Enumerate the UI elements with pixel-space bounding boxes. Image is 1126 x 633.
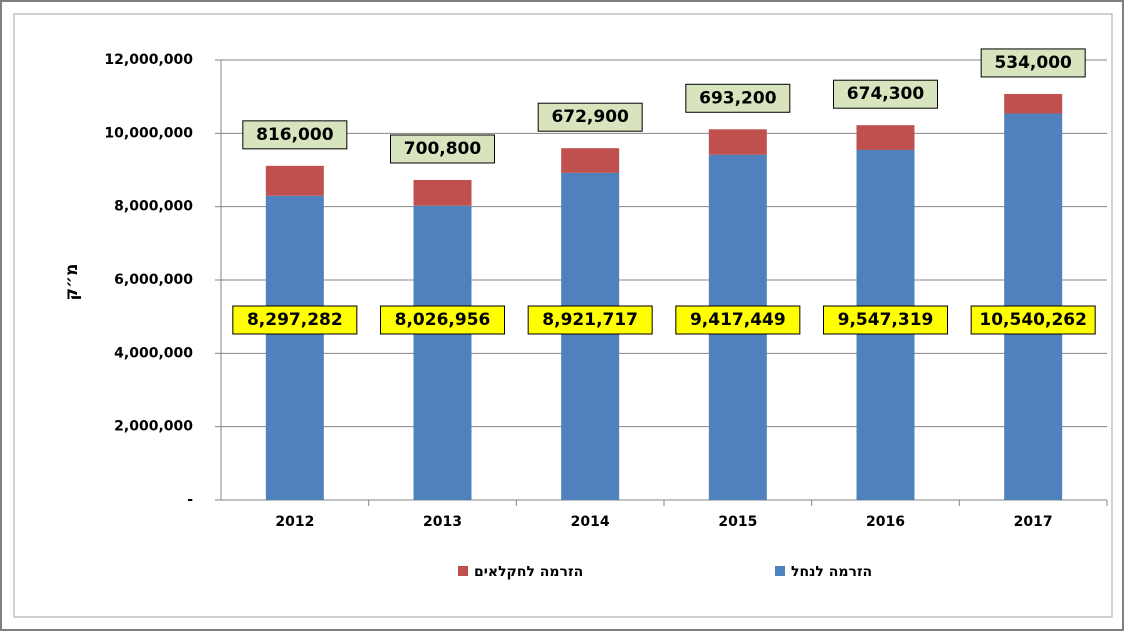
- data-label: 8,921,717: [542, 310, 638, 330]
- label-box: [527, 305, 653, 335]
- label-box: [980, 48, 1086, 78]
- bar-segment: [561, 172, 620, 501]
- x-tick-label: 2013: [423, 514, 462, 530]
- x-tick-label: 2012: [275, 514, 314, 530]
- label-box: [833, 79, 938, 109]
- data-label: 534,000: [994, 53, 1072, 73]
- label-box: [380, 305, 505, 335]
- legend-marker: [775, 566, 785, 576]
- legend-marker: [458, 566, 468, 576]
- data-label: 674,300: [847, 84, 925, 104]
- bar-segment: [1004, 93, 1063, 114]
- y-tick-label: 4,000,000: [114, 345, 193, 361]
- data-label: 9,547,319: [838, 310, 934, 330]
- x-tick-label: 2017: [1014, 514, 1053, 530]
- label-box: [242, 120, 348, 150]
- x-tick-label: 2016: [866, 514, 905, 530]
- x-tick-label: 2015: [718, 514, 757, 530]
- label-box: [685, 83, 791, 113]
- data-label: 693,200: [699, 88, 777, 108]
- bar-segment: [265, 165, 324, 196]
- label-box: [232, 305, 358, 335]
- label-box: [970, 305, 1096, 335]
- data-label: 8,297,282: [247, 310, 343, 330]
- data-label: 816,000: [256, 125, 334, 145]
- y-tick-label: -: [187, 492, 193, 508]
- bar-segment: [265, 195, 324, 500]
- legend-label: הזרמה לנחל: [791, 564, 872, 580]
- label-box: [537, 102, 643, 132]
- data-label: 8,026,956: [395, 310, 491, 330]
- y-tick-label: 2,000,000: [114, 419, 193, 435]
- bar-segment: [856, 125, 915, 150]
- label-box: [675, 305, 801, 335]
- y-axis-title: מ״ק: [62, 264, 82, 301]
- legend-label: הזרמה לחקלאים: [474, 564, 583, 580]
- data-label: 700,800: [404, 139, 482, 159]
- y-tick-label: 12,000,000: [104, 52, 193, 68]
- y-tick-label: 6,000,000: [114, 272, 193, 288]
- data-label: 9,417,449: [690, 310, 786, 330]
- bar-segment: [413, 205, 472, 500]
- label-box: [823, 305, 948, 335]
- y-tick-label: 8,000,000: [114, 199, 193, 215]
- data-label: 10,540,262: [979, 310, 1087, 330]
- label-box: [390, 134, 495, 164]
- bar-segment: [708, 129, 767, 155]
- x-tick-label: 2014: [571, 514, 610, 530]
- y-tick-label: 10,000,000: [104, 125, 193, 141]
- data-label: 672,900: [551, 107, 629, 127]
- bar-segment: [413, 179, 472, 206]
- bar-segment: [561, 148, 620, 173]
